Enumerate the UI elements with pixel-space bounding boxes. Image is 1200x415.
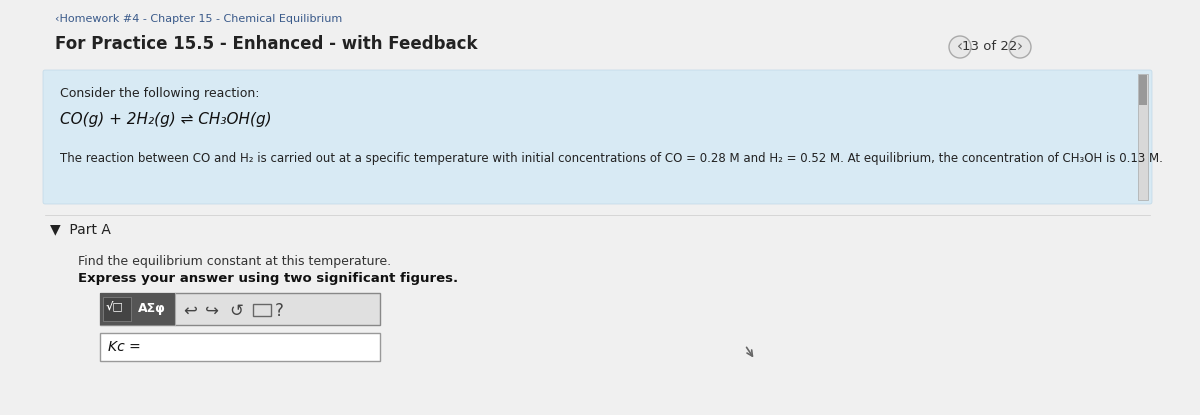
Text: ↺: ↺ — [229, 302, 242, 320]
Text: Express your answer using two significant figures.: Express your answer using two significan… — [78, 272, 458, 285]
Text: AΣφ: AΣφ — [138, 302, 166, 315]
FancyBboxPatch shape — [103, 297, 131, 321]
Text: Consider the following reaction:: Consider the following reaction: — [60, 87, 259, 100]
Text: ▼  Part A: ▼ Part A — [50, 222, 110, 236]
Text: ?: ? — [275, 302, 284, 320]
FancyBboxPatch shape — [43, 70, 1152, 204]
Text: Find the equilibrium constant at this temperature.: Find the equilibrium constant at this te… — [78, 255, 391, 268]
Circle shape — [1009, 36, 1031, 58]
FancyBboxPatch shape — [1139, 75, 1147, 105]
FancyBboxPatch shape — [100, 333, 380, 361]
Text: ›: › — [1018, 39, 1022, 54]
Text: ↩: ↩ — [182, 302, 197, 320]
Text: ↪: ↪ — [205, 302, 218, 320]
FancyBboxPatch shape — [1138, 74, 1148, 200]
FancyBboxPatch shape — [100, 293, 380, 325]
FancyBboxPatch shape — [100, 293, 175, 325]
Text: CO(g) + 2H₂(g) ⇌ CH₃OH(g): CO(g) + 2H₂(g) ⇌ CH₃OH(g) — [60, 112, 271, 127]
Text: ‹: ‹ — [958, 39, 964, 54]
Text: For Practice 15.5 - Enhanced - with Feedback: For Practice 15.5 - Enhanced - with Feed… — [55, 35, 478, 53]
Text: The reaction between CO and H₂ is carried out at a specific temperature with ini: The reaction between CO and H₂ is carrie… — [60, 152, 1163, 165]
Circle shape — [949, 36, 971, 58]
Text: Kᴄ =: Kᴄ = — [108, 340, 140, 354]
FancyBboxPatch shape — [253, 304, 271, 316]
Text: √□: √□ — [106, 301, 124, 312]
Text: 13 of 22: 13 of 22 — [962, 41, 1018, 54]
Text: ‹Homework #4 - Chapter 15 - Chemical Equilibrium: ‹Homework #4 - Chapter 15 - Chemical Equ… — [55, 14, 342, 24]
